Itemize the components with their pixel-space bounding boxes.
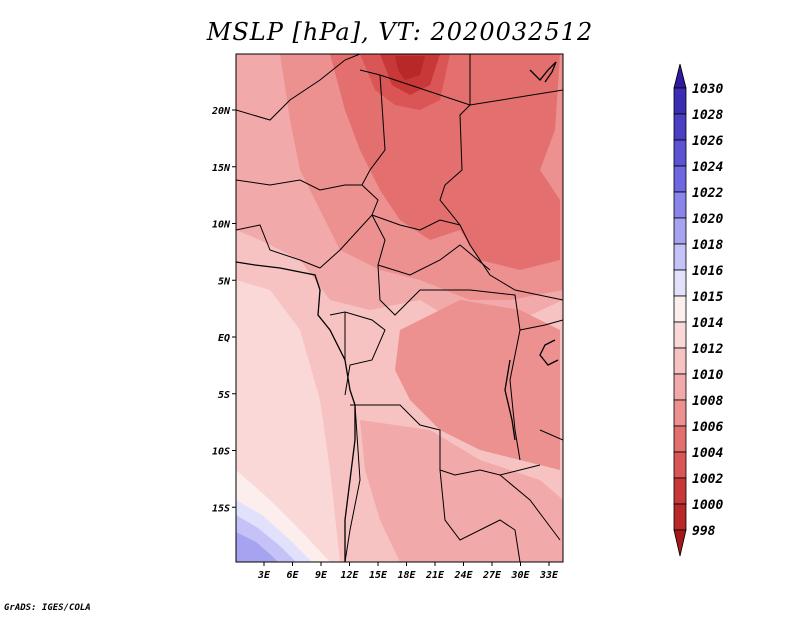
lat-label: 15N	[212, 163, 231, 174]
lat-label: 10S	[212, 447, 230, 458]
colorbar-swatch	[673, 243, 687, 271]
colorbar-label: 998	[692, 524, 716, 539]
lon-label: 12E	[340, 570, 359, 581]
colorbar-swatch	[673, 113, 687, 141]
pressure-area-congo	[395, 300, 560, 470]
colorbar-swatch	[673, 165, 687, 193]
lon-label: 33E	[539, 570, 559, 581]
lon-label: 3E	[257, 570, 271, 581]
colorbar-swatch	[673, 217, 687, 245]
colorbar-label: 1014	[692, 316, 723, 331]
map-frame	[235, 53, 564, 563]
colorbar-label: 1024	[692, 160, 723, 175]
lon-label: 15E	[369, 570, 388, 581]
colorbar-label: 1004	[692, 446, 723, 461]
colorbar-label: 1028	[692, 108, 723, 123]
colorbar-label: 1006	[692, 420, 723, 435]
latitude-axis: 20N 15N 10N 5N EQ 5S 10S 15S	[211, 106, 236, 514]
longitude-axis: 3E 6E 9E 12E 15E 18E 21E 24E 27E 30E 33E	[257, 562, 559, 581]
country-borders	[236, 54, 563, 562]
lat-label: EQ	[218, 333, 230, 344]
colorbar-swatch	[673, 373, 687, 401]
colorbar-label: 1020	[692, 212, 723, 227]
colorbar-label: 1022	[692, 186, 723, 201]
pressure-area-1018	[236, 532, 278, 562]
colorbar-label: 1030	[692, 82, 723, 97]
pressure-field	[236, 54, 563, 562]
colorbar-swatch	[673, 399, 687, 427]
lon-label: 18E	[397, 570, 416, 581]
colorbar-label: 1008	[692, 394, 723, 409]
colorbar-swatch	[673, 347, 687, 375]
lat-label: 10N	[212, 220, 231, 231]
colorbar-swatch	[673, 425, 687, 453]
colorbar-label: 1015	[692, 290, 723, 305]
colorbar-bottom-arrow	[673, 529, 687, 557]
colorbar-top-arrow	[673, 63, 687, 89]
lat-label: 15S	[212, 503, 230, 514]
lon-label: 24E	[453, 570, 473, 581]
colorbar-label: 1002	[692, 472, 723, 487]
lat-label: 5S	[218, 390, 230, 401]
pressure-area-1012	[236, 280, 340, 562]
colorbar-swatch	[673, 191, 687, 219]
lat-label: 20N	[211, 106, 231, 117]
colorbar-swatch	[673, 321, 687, 349]
colorbar-label: 1016	[692, 264, 723, 279]
colorbar-swatch	[673, 87, 687, 115]
colorbar-label: 1018	[692, 238, 723, 253]
colorbar-swatch	[673, 503, 687, 531]
lon-label: 21E	[425, 570, 445, 581]
lon-label: 6E	[286, 570, 299, 581]
colorbar-swatch	[673, 139, 687, 167]
colorbar-swatch	[673, 269, 687, 297]
lon-label: 27E	[482, 570, 502, 581]
lon-label: 9E	[315, 570, 328, 581]
colorbar: 1030 1028 1026 1024 1022 1020 1018 1016 1015 1014…	[673, 63, 723, 557]
pressure-area-998	[395, 56, 425, 80]
colorbar-label: 1000	[692, 498, 723, 513]
pressure-area-1004	[330, 54, 560, 270]
pressure-area-south-interior	[360, 420, 563, 562]
colorbar-swatch	[673, 477, 687, 505]
colorbar-label: 1010	[692, 368, 723, 383]
colorbar-swatch	[673, 295, 687, 323]
colorbar-label: 1026	[692, 134, 723, 149]
colorbar-swatch	[673, 451, 687, 479]
map-title: MSLP [hPa], VT: 2020032512	[206, 18, 594, 46]
coastline	[236, 61, 559, 562]
grads-credit: GrADS: IGES/COLA	[4, 603, 91, 613]
lon-label: 30E	[510, 570, 530, 581]
lat-label: 5N	[218, 276, 231, 287]
colorbar-label: 1012	[692, 342, 723, 357]
